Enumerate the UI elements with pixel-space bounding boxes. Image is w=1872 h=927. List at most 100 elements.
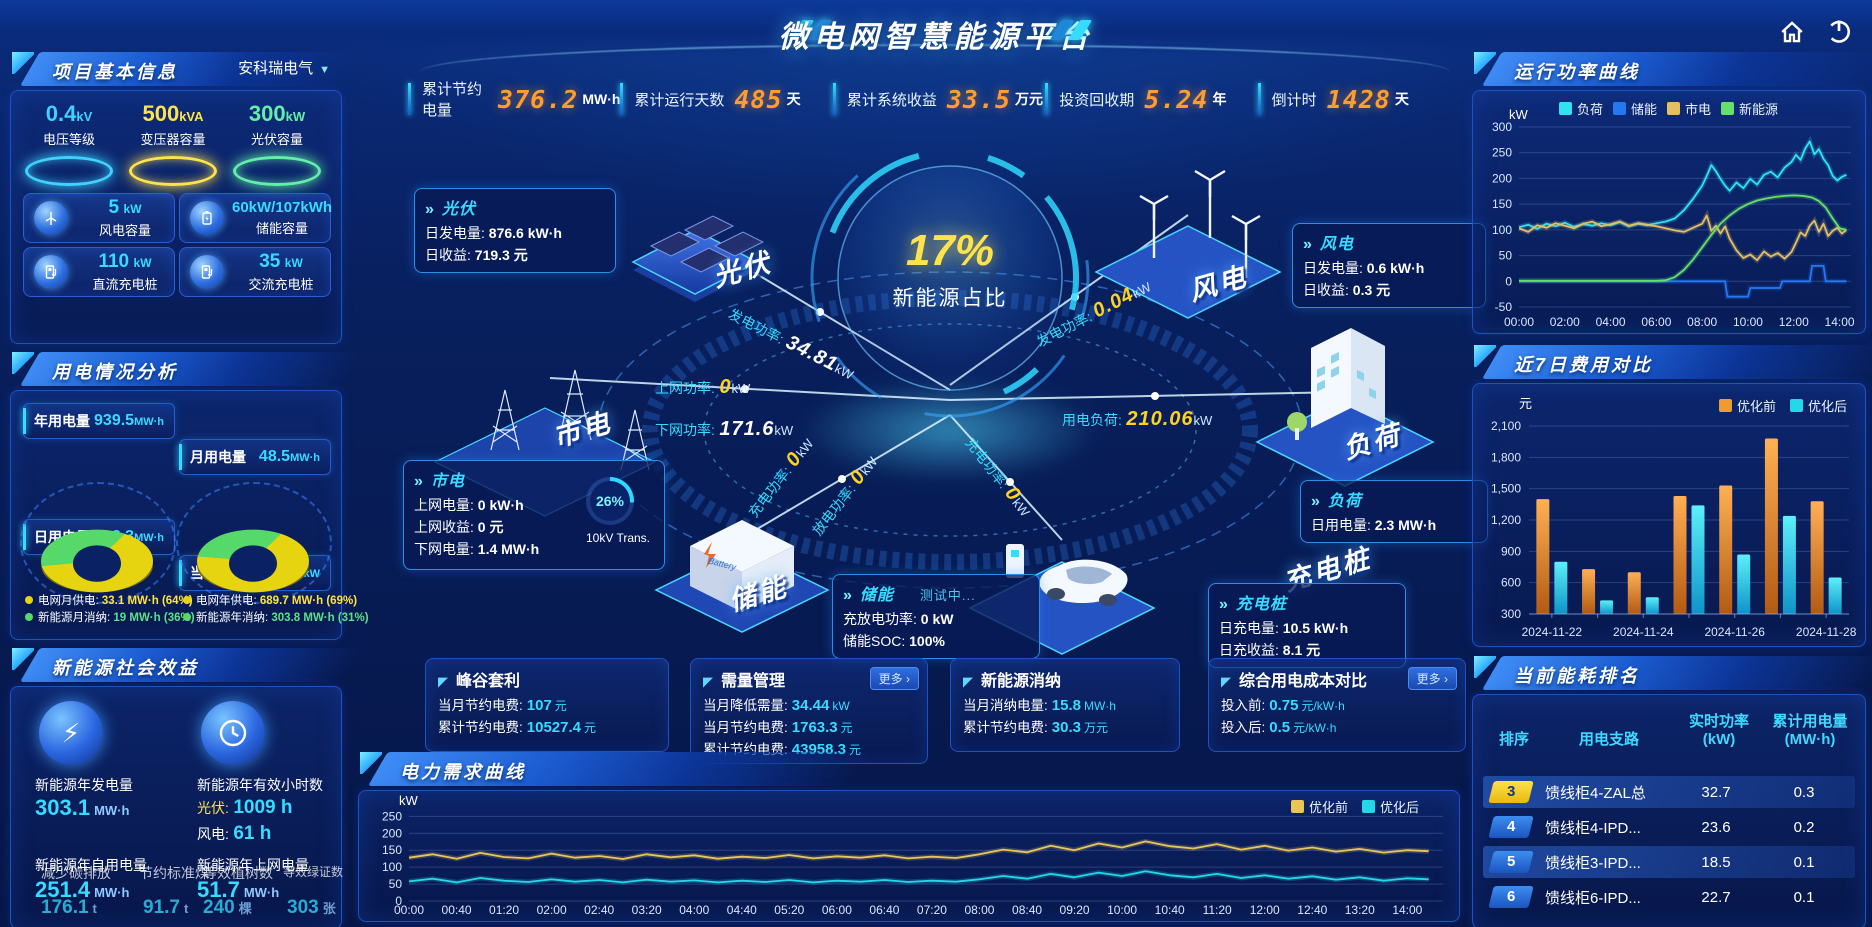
wind-node[interactable] <box>1094 169 1282 319</box>
svg-text:09:20: 09:20 <box>1060 903 1090 917</box>
self-use-label: 新能源年自用电量 <box>35 857 147 873</box>
power-panel-header: 运行功率曲线 <box>1472 52 1872 86</box>
storage-node[interactable]: Battery <box>654 520 830 633</box>
panel-corner-icon <box>1474 52 1496 74</box>
rank-row[interactable]: 4 馈线柜4-IPD... 23.6 0.2 <box>1483 811 1855 843</box>
load-node[interactable] <box>1255 328 1435 487</box>
legend-item[interactable]: 优化前 <box>1718 396 1776 415</box>
svg-text:250: 250 <box>1492 146 1512 160</box>
cost-chart[interactable]: 元 2,100 1,800 1,500 1,200 900 600 3002024-11-22… <box>1473 384 1863 644</box>
page-title: 微电网智慧能源平台 <box>778 21 1094 54</box>
project-panel-body: 0.4kV 电压等级 500kVA 变压器容量 300kW 光伏容量 5 kW 风… <box>10 90 342 344</box>
flow-grid-import: 下网功率: 171.6kW <box>655 418 794 440</box>
monthly-mix-legend: 电网月供电: 33.1 MW·h (64%) 新能源月消纳: 19 MW·h (… <box>25 593 195 627</box>
hours-label: 新能源年有效小时数 <box>197 777 323 793</box>
title-deco-right <box>1049 20 1093 40</box>
card-flag-icon: ◤ <box>963 674 973 689</box>
legend-item[interactable]: 优化后 <box>1361 797 1419 816</box>
power-panel-body: 负荷 储能 市电 新能源 kW 300 250 200 150 100 50 0 -50 00:00 02… <box>1472 90 1866 334</box>
co2-label: 减少碳排放 <box>41 865 111 881</box>
pv-hours: 光伏: 1009 h <box>197 797 293 818</box>
col-power: 实时功率 (kW) <box>1688 713 1749 748</box>
panel-corner-icon <box>1474 345 1496 367</box>
grid-export-value: 51.7 MW·h <box>197 877 280 902</box>
grid-info-card: » 市电 上网电量: 0 kW·h 上网收益: 0 元 下网电量: 1.4 MW·… <box>403 460 665 570</box>
legend-item[interactable]: 负荷 <box>1559 99 1603 118</box>
header-swoosh <box>420 44 1450 72</box>
legend-item[interactable]: 新能源 <box>1721 99 1778 118</box>
power-icon[interactable] <box>1824 16 1854 51</box>
rank-row[interactable]: 5 馈线柜3-IPD... 18.5 0.1 <box>1483 846 1855 878</box>
legend-item[interactable]: 储能 <box>1613 99 1657 118</box>
svg-text:12:00: 12:00 <box>1779 315 1809 329</box>
svg-text:06:00: 06:00 <box>1641 315 1671 329</box>
svg-text:02:00: 02:00 <box>537 903 567 917</box>
svg-text:07:20: 07:20 <box>917 903 947 917</box>
cost-panel-body: 优化前 优化后 元 2,100 1,800 1,500 1,200 900 600 300 202… <box>1472 383 1866 647</box>
panel-corner-icon <box>360 752 382 774</box>
demand-panel-title: 电力需求曲线 <box>400 762 526 782</box>
demand-chart-legend[interactable]: 优化前 优化后 <box>1290 797 1419 816</box>
yearly-mix-donut <box>176 482 332 604</box>
rank-badge: 3 <box>1488 781 1534 803</box>
demand-mgmt-card: ◤ 需量管理 更多 › 当月降低需量: 34.44 kW 当月节约电费: 1763.3 元… <box>690 658 928 764</box>
chevron-down-icon: ▼ <box>319 64 330 76</box>
demand-mgmt-more-button[interactable]: 更多 › <box>869 667 919 690</box>
svg-text:05:20: 05:20 <box>774 903 804 917</box>
dc-charger-card: 110 kW 直流充电桩 <box>23 247 175 297</box>
rank-row[interactable]: 6 馈线柜6-IPD... 22.7 0.1 <box>1483 881 1855 913</box>
col-rank: 排序 <box>1498 731 1529 748</box>
svg-text:2024-11-24: 2024-11-24 <box>1613 625 1674 639</box>
svg-text:02:00: 02:00 <box>1550 315 1580 329</box>
svg-text:08:00: 08:00 <box>1687 315 1717 329</box>
svg-text:kW: kW <box>399 793 419 808</box>
legend-item[interactable]: 市电 <box>1667 99 1711 118</box>
legend-item[interactable]: 优化后 <box>1789 396 1847 415</box>
card-flag-icon: ◤ <box>438 674 448 689</box>
svg-text:100: 100 <box>382 860 402 874</box>
power-chart-legend[interactable]: 负荷 储能 市电 新能源 <box>1559 99 1778 118</box>
svg-text:900: 900 <box>1501 544 1521 558</box>
wind-hours: 风电: 61 h <box>197 823 272 844</box>
clock-icon <box>201 701 265 765</box>
svg-text:04:40: 04:40 <box>727 903 757 917</box>
cost-compare-more-button[interactable]: 更多 › <box>1407 667 1457 690</box>
benefit-panel-header: 新能源社会效益 <box>10 648 360 682</box>
project-panel-title: 项目基本信息 <box>52 62 178 82</box>
svg-text:2024-11-22: 2024-11-22 <box>1522 625 1583 639</box>
voltage-level: 0.4kV 电压等级 <box>17 101 121 186</box>
panel-corner-icon <box>12 52 34 74</box>
trees-label: 等效植树数 <box>203 865 273 881</box>
power-panel-title: 运行功率曲线 <box>1514 62 1640 82</box>
year-usage: 年用电量 939.5MW·h <box>23 403 175 439</box>
pv-info-card: » 光伏 日发电量: 876.6 kW·h 日收益: 719.3 元 <box>414 188 616 273</box>
svg-text:12:00: 12:00 <box>1250 903 1280 917</box>
svg-text:250: 250 <box>382 809 402 823</box>
trees-value: 240 棵 <box>203 897 252 918</box>
panel-corner-icon <box>12 648 34 670</box>
svg-text:00:00: 00:00 <box>1504 315 1534 329</box>
legend-item[interactable]: 优化前 <box>1290 797 1348 816</box>
demand-panel-body: 优化前 优化后 kW 250 200 150 100 50 0 00:00 00:40 01:20 0… <box>358 790 1460 922</box>
cost-chart-legend[interactable]: 优化前 优化后 <box>1718 396 1847 415</box>
svg-text:12:40: 12:40 <box>1297 903 1327 917</box>
svg-text:50: 50 <box>1499 249 1513 263</box>
home-icon[interactable] <box>1778 18 1806 51</box>
pv-node[interactable] <box>631 215 765 302</box>
svg-text:300: 300 <box>1501 607 1521 621</box>
panel-corner-icon <box>1474 656 1496 678</box>
svg-text:14:00: 14:00 <box>1392 903 1422 917</box>
load-info-card: » 负荷 日用电量: 2.3 MW·h <box>1300 480 1488 543</box>
company-select[interactable]: 安科瑞电气 ▼ <box>238 60 330 77</box>
coal-value: 91.7 t <box>143 897 189 918</box>
project-panel-header: 项目基本信息 安科瑞电气 ▼ <box>10 52 360 86</box>
card-arrow-icon: » <box>1303 236 1313 253</box>
svg-text:150: 150 <box>382 843 402 857</box>
rank-badge: 4 <box>1488 816 1534 838</box>
kpi-payback: 投资回收期 5.24 年 <box>1045 80 1257 118</box>
rank-row[interactable]: 3 馈线柜4-ZAL总 32.7 0.3 <box>1483 776 1855 808</box>
svg-text:1,200: 1,200 <box>1491 513 1521 527</box>
certs-label: 等效绿证数 <box>283 865 344 879</box>
